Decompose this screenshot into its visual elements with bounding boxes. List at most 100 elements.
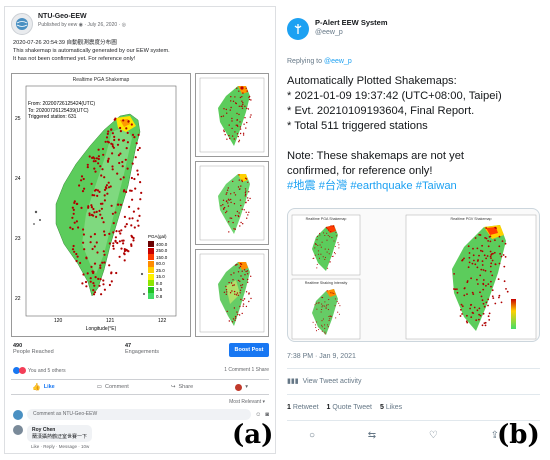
station-dot	[226, 138, 228, 140]
station-dot	[486, 255, 489, 257]
station-dot	[321, 241, 323, 243]
station-dot	[233, 203, 236, 205]
like-heart-icon[interactable]: ♡	[428, 430, 438, 441]
station-dot	[328, 253, 330, 255]
emoji-icon[interactable]: ☺	[255, 411, 262, 418]
station-dot	[248, 98, 251, 101]
station-dot	[490, 280, 492, 283]
shakemap-thumb-2[interactable]	[195, 161, 269, 245]
station-dot	[116, 241, 119, 245]
station-dot	[487, 245, 490, 248]
station-dot	[90, 182, 93, 185]
retweet-icon[interactable]: ⇆	[367, 430, 377, 441]
share-icon[interactable]: ⇪	[490, 430, 499, 441]
station-dot	[238, 188, 241, 190]
station-dot	[121, 165, 124, 168]
commenter-name[interactable]: Roy Chen	[32, 427, 56, 433]
account-name[interactable]: P-Alert EEW System	[315, 18, 388, 27]
p-alert-logo-icon	[294, 24, 302, 34]
media-title-1: Realtime PGA Shakemap	[305, 217, 347, 221]
station-dot	[90, 206, 93, 209]
station-dot	[242, 278, 245, 281]
station-dot	[123, 248, 126, 251]
shakemap-thumb-3[interactable]	[195, 249, 269, 337]
station-dot	[244, 192, 247, 194]
account-handle[interactable]: @eew_p	[315, 29, 343, 36]
station-dot	[319, 234, 321, 236]
station-dot	[95, 215, 98, 218]
reactions-text[interactable]: You and 5 others	[28, 367, 66, 374]
station-dot	[91, 247, 94, 251]
station-dot	[95, 210, 98, 213]
station-dot	[223, 208, 225, 210]
hashtags[interactable]: #地震 #台灣 #earthquake #Taiwan	[287, 180, 457, 192]
station-dot	[244, 117, 246, 119]
comment-actions[interactable]: Like · Reply · Message · 10w	[31, 444, 90, 449]
boost-post-button[interactable]: Boost Post	[229, 343, 269, 357]
station-dot	[118, 240, 121, 243]
station-dot	[324, 324, 326, 326]
reply-icon[interactable]: ○	[309, 430, 316, 441]
station-dot	[99, 266, 102, 269]
station-dot	[317, 302, 319, 304]
station-dot	[119, 232, 122, 235]
station-dot	[316, 321, 318, 323]
replying-handle-link[interactable]: @eew_p	[323, 58, 352, 65]
station-dot	[239, 121, 241, 123]
station-dot	[318, 328, 320, 331]
page-avatar[interactable]	[11, 13, 33, 35]
station-dot	[236, 112, 238, 115]
camera-icon[interactable]: ◙	[265, 411, 269, 418]
tweet-media-grid[interactable]: Realtime PGA Shakemap Realtime PGV Shake…	[287, 208, 540, 342]
station-dot	[106, 140, 109, 143]
shakemap-main[interactable]: Realtime PGA Shakemap From: 202007261254…	[11, 73, 191, 337]
station-dot	[242, 223, 244, 225]
station-dot	[118, 255, 121, 258]
station-dot	[220, 205, 222, 207]
like-button[interactable]: 👍 Like	[32, 383, 55, 391]
station-dot	[237, 279, 240, 282]
legend-rows: 400.0 250.0 150.0 80.0 25.0 15.0 8.0 3.5 0.8	[148, 241, 167, 300]
station-dot	[321, 308, 323, 311]
station-dot	[86, 163, 89, 166]
station-dot	[240, 185, 242, 187]
comment-button[interactable]: ▭ Comment	[97, 384, 129, 390]
comment-item: Roy Chen 蘭漢攝熱鶴迂室世賽一下 Like · Reply · Mess…	[13, 425, 93, 449]
station-dot	[239, 292, 241, 294]
station-dot	[324, 331, 326, 333]
station-dot	[120, 247, 123, 250]
station-dot	[505, 288, 507, 290]
tweet-activity-link[interactable]: ▮▮▮ View Tweet activity	[287, 377, 361, 386]
media-title-2: Realtime PGV Shakemap	[450, 217, 492, 221]
page-name[interactable]: NTU-Geo-EEW	[38, 13, 87, 20]
station-dot	[245, 211, 247, 213]
station-dot	[130, 224, 133, 227]
station-dot	[236, 210, 239, 213]
comments-shares-count[interactable]: 1 Comment 1 Share	[224, 367, 269, 373]
likes-count-link[interactable]: 5 Likes	[380, 404, 402, 411]
share-button[interactable]: ↪ Share	[171, 384, 193, 390]
retweet-count-link[interactable]: 1 Retweet	[287, 404, 319, 411]
station-dot	[222, 115, 225, 117]
station-dot	[99, 213, 102, 216]
station-dot	[83, 248, 86, 251]
quote-count-link[interactable]: 1 Quote Tweet	[327, 404, 372, 411]
station-dot	[489, 250, 492, 253]
tweet-timestamp[interactable]: 7:38 PM · Jan 9, 2021	[287, 353, 356, 360]
account-avatar[interactable]	[287, 18, 309, 40]
comment-input[interactable]: Comment as NTU-Geo-EEW	[27, 409, 252, 420]
station-dot	[106, 160, 110, 163]
station-dot	[335, 235, 338, 237]
station-dot	[226, 112, 228, 114]
most-relevant-filter[interactable]: Most Relevant ▾	[229, 399, 265, 405]
station-dot	[485, 284, 487, 287]
station-dot	[97, 155, 100, 158]
x-axis-label: Longitude(°E)	[85, 326, 117, 332]
station-dot	[463, 294, 466, 297]
shakemap-thumb-1[interactable]	[195, 73, 269, 157]
station-dot	[122, 119, 125, 122]
audience-selector[interactable]: ▾	[235, 383, 248, 391]
station-dot	[482, 269, 485, 271]
station-dot	[327, 267, 329, 269]
commenter-avatar[interactable]	[13, 425, 23, 435]
